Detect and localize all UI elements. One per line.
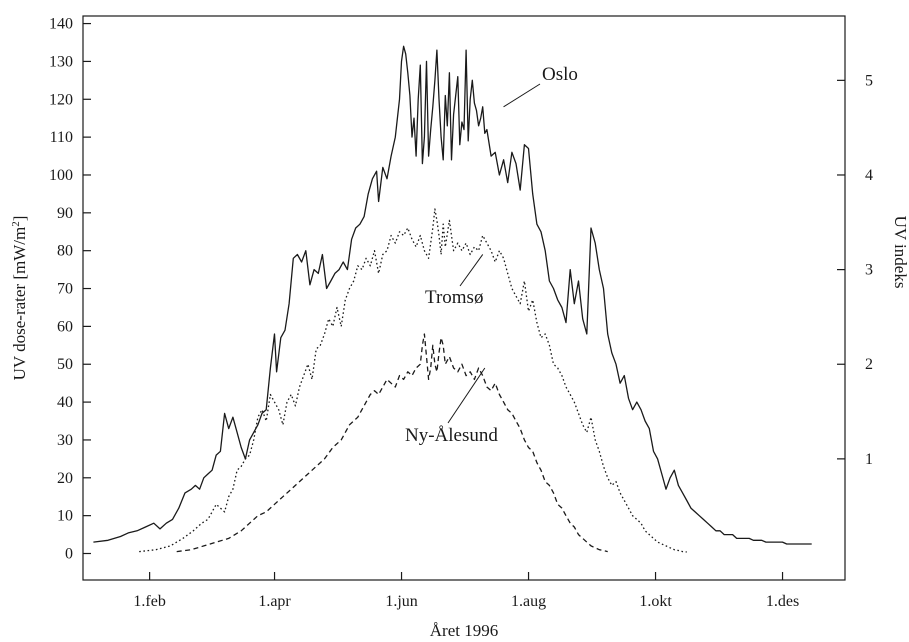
y-axis-title-end: ] xyxy=(10,216,29,222)
y-axis-title-main: UV dose-rater [mW/m xyxy=(10,227,29,381)
bottom-axis: 1.feb 1.apr 1.jun 1.aug 1.okt 1.des xyxy=(133,572,799,610)
series-line-troms- xyxy=(139,208,687,553)
y-tick-label: 130 xyxy=(49,53,73,70)
series-annotation-label: Oslo xyxy=(542,64,578,85)
y-tick-label: 0 xyxy=(65,546,73,563)
right-axis: 1 2 3 4 5 xyxy=(837,72,873,468)
y2-axis-title: UV indeks xyxy=(891,216,909,289)
y-tick-label: 110 xyxy=(50,129,73,146)
y-tick-label: 120 xyxy=(49,91,73,108)
y-tick-label: 20 xyxy=(57,470,73,487)
y-tick-label: 10 xyxy=(57,508,73,525)
series-annotation-label: Ny-Ålesund xyxy=(405,425,498,446)
x-tick-label: 1.apr xyxy=(258,593,291,610)
y-tick-label: 40 xyxy=(57,394,73,411)
x-axis-title: Året 1996 xyxy=(430,621,498,640)
annotation-layer: Oslo Tromsø Ny-Ålesund xyxy=(405,64,578,446)
y-tick-label: 50 xyxy=(57,356,73,373)
series-layer xyxy=(93,45,812,553)
left-axis: 0 10 20 30 40 50 60 70 80 90 100 110 120 130 140 xyxy=(49,16,91,563)
plot-frame xyxy=(82,15,846,581)
y-axis-title-superscript: 2 xyxy=(10,221,22,227)
y-axis-title: UV dose-rater [mW/m2] xyxy=(10,216,29,381)
y2-tick-label: 3 xyxy=(865,262,873,279)
series-line-ny-lesund xyxy=(176,333,608,553)
annotation-leader-line xyxy=(503,83,541,108)
y-tick-label: 80 xyxy=(57,243,73,260)
x-tick-label: 1.okt xyxy=(639,593,672,610)
y2-tick-label: 2 xyxy=(865,356,873,373)
series-line-oslo xyxy=(93,45,812,545)
y2-tick-label: 5 xyxy=(865,72,873,89)
y-tick-label: 90 xyxy=(57,205,73,222)
x-tick-label: 1.feb xyxy=(133,593,165,610)
y-tick-label: 140 xyxy=(49,16,73,33)
y-tick-label: 70 xyxy=(57,281,73,298)
y-tick-label: 100 xyxy=(49,167,73,184)
y2-tick-label: 1 xyxy=(865,451,873,468)
y2-tick-label: 4 xyxy=(865,167,873,184)
y-tick-label: 30 xyxy=(57,432,73,449)
annotation-leader-line xyxy=(447,367,486,424)
x-tick-label: 1.aug xyxy=(511,593,546,610)
x-tick-label: 1.jun xyxy=(385,593,417,610)
series-annotation-label: Tromsø xyxy=(425,287,483,308)
y-tick-label: 60 xyxy=(57,318,73,335)
x-tick-label: 1.des xyxy=(766,593,799,610)
annotation-leader-line xyxy=(459,254,484,287)
